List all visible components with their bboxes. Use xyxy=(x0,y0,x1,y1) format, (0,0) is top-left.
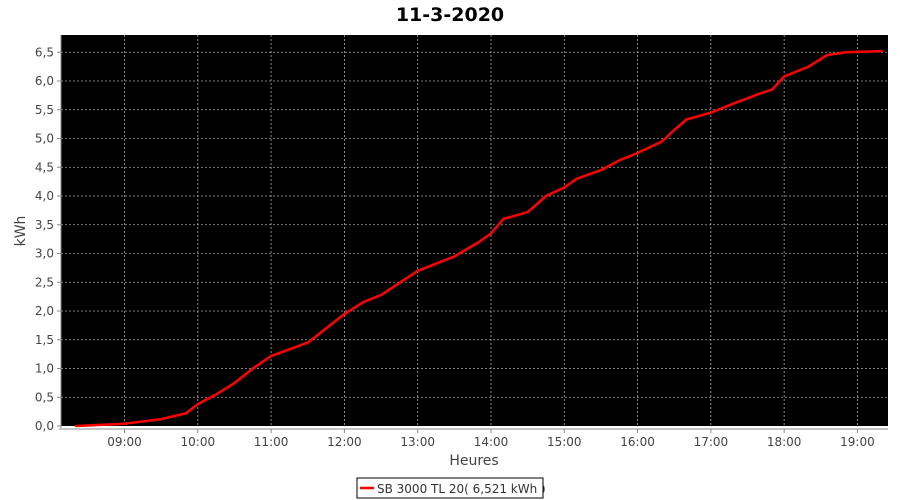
data-point xyxy=(160,418,163,421)
x-tick-label: 16:00 xyxy=(620,435,655,449)
y-tick-label: 4,5 xyxy=(35,160,54,174)
legend: SB 3000 TL 20( 6,521 kWh ) xyxy=(356,477,546,499)
data-point xyxy=(489,232,492,235)
x-tick-label: 13:00 xyxy=(400,435,435,449)
data-point xyxy=(685,118,688,121)
chart-title: 11-3-2020 xyxy=(396,4,504,26)
data-point xyxy=(825,54,828,57)
y-tick-label: 0,5 xyxy=(35,390,54,404)
data-point xyxy=(734,101,737,104)
data-point xyxy=(618,159,621,162)
y-axis-label: kWh xyxy=(13,216,29,247)
x-tick-label: 09:00 xyxy=(107,435,142,449)
x-axis-label: Heures xyxy=(449,453,498,469)
plot-area xyxy=(61,35,888,426)
data-point xyxy=(661,140,664,143)
legend-label: SB 3000 TL 20( 6,521 kWh ) xyxy=(377,482,546,496)
y-tick-label: 6,0 xyxy=(35,74,54,88)
y-tick-label: 2,0 xyxy=(35,304,54,318)
data-point xyxy=(807,65,810,68)
data-point xyxy=(184,412,187,415)
x-tick-label: 17:00 xyxy=(694,435,729,449)
data-point xyxy=(599,169,602,172)
y-tick-label: 1,0 xyxy=(35,362,54,376)
data-point xyxy=(196,403,199,406)
x-tick-label: 19:00 xyxy=(840,435,875,449)
data-point xyxy=(502,218,505,220)
data-point xyxy=(709,111,712,114)
data-point xyxy=(783,75,786,78)
data-point xyxy=(477,241,480,243)
data-point xyxy=(544,195,547,197)
data-point xyxy=(233,381,236,384)
data-point xyxy=(343,312,346,315)
data-point xyxy=(453,255,456,258)
x-tick-label: 12:00 xyxy=(327,435,362,449)
y-tick-label: 2,5 xyxy=(35,275,54,289)
data-point xyxy=(636,151,639,154)
data-point xyxy=(251,367,254,370)
y-tick-label: 3,0 xyxy=(35,247,54,261)
y-tick-label: 1,5 xyxy=(35,333,54,347)
x-tick-label: 10:00 xyxy=(181,435,216,449)
data-point xyxy=(74,425,77,427)
data-point xyxy=(270,354,273,357)
data-point xyxy=(844,51,847,54)
data-point xyxy=(306,341,309,344)
data-point xyxy=(673,128,676,131)
x-tick-label: 15:00 xyxy=(547,435,582,449)
x-tick-label: 14:00 xyxy=(474,435,509,449)
y-tick-label: 5,0 xyxy=(35,132,54,146)
data-point xyxy=(380,293,383,296)
data-point xyxy=(361,301,364,304)
data-point xyxy=(563,186,566,189)
y-tick-label: 3,5 xyxy=(35,218,54,232)
data-point xyxy=(758,92,761,95)
data-point xyxy=(770,88,773,91)
y-tick-label: 4,0 xyxy=(35,189,54,203)
x-tick-label: 11:00 xyxy=(254,435,289,449)
legend-box xyxy=(356,477,544,499)
data-point xyxy=(575,177,578,180)
data-point xyxy=(123,422,126,425)
y-tick-label: 6,5 xyxy=(35,45,54,59)
data-point xyxy=(880,50,883,53)
x-tick-label: 18:00 xyxy=(767,435,802,449)
data-point xyxy=(416,269,419,272)
data-point xyxy=(215,393,218,396)
y-tick-label: 5,5 xyxy=(35,103,54,117)
data-point xyxy=(526,211,529,214)
y-tick-label: 0,0 xyxy=(35,419,54,433)
